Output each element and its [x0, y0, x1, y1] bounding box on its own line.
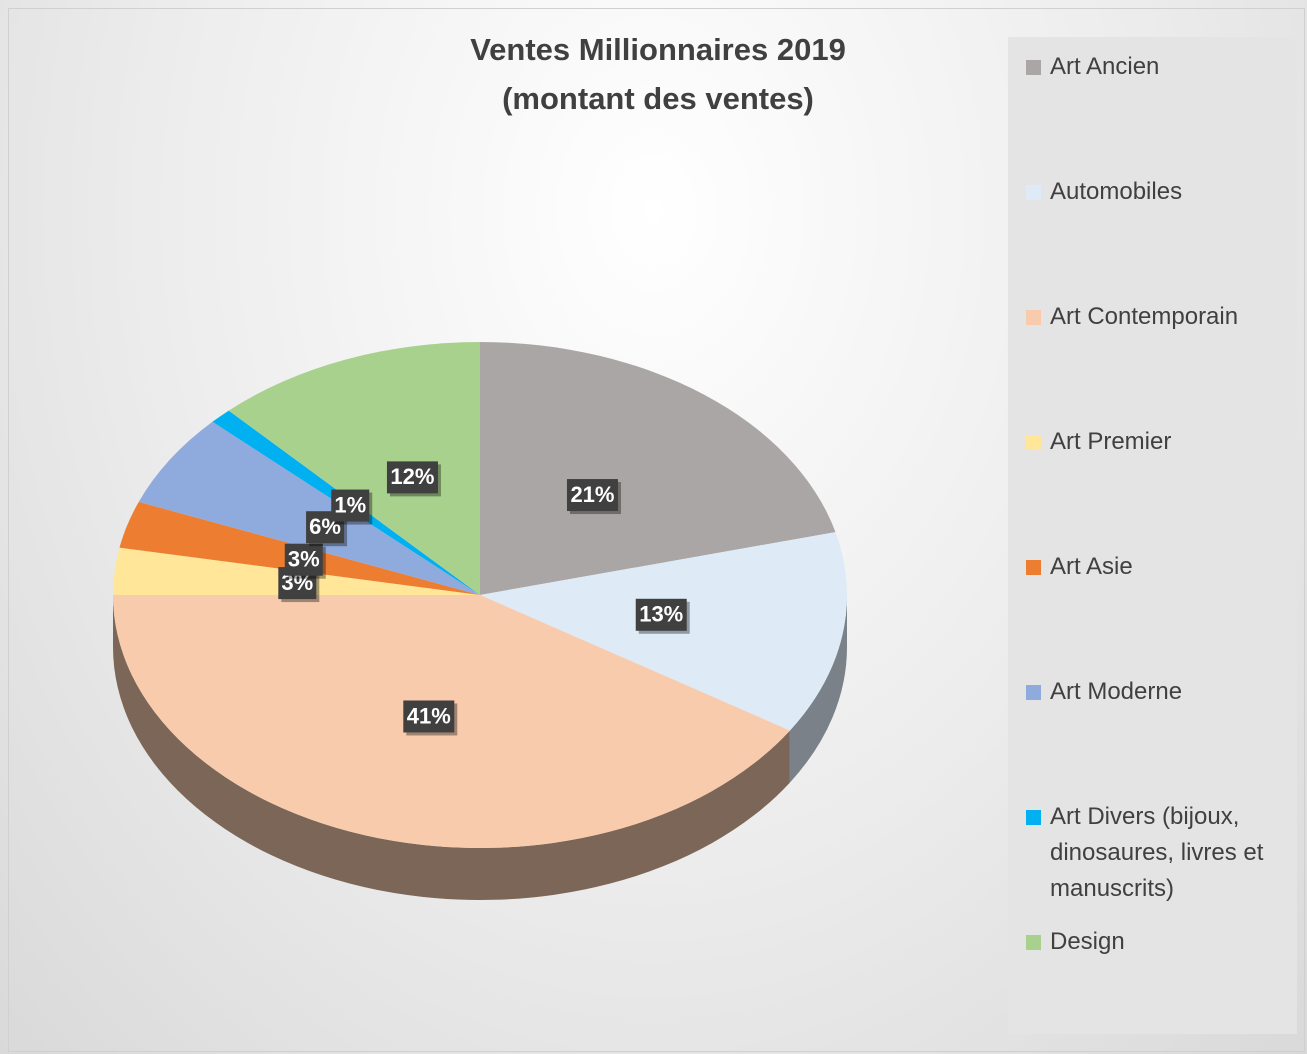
slice-side: [789, 595, 847, 783]
chart-title: (montant des ventes): [502, 81, 814, 116]
legend-item: Art Asie: [1026, 549, 1297, 674]
legend-label: Art Premier: [1050, 428, 1172, 455]
legend-swatch: [1026, 935, 1041, 950]
legend-label: Art Contemporain: [1050, 303, 1239, 330]
legend-swatch: [1026, 435, 1041, 450]
legend-item: Design: [1026, 924, 1297, 1049]
data-label: 41%: [407, 703, 451, 728]
data-label-box: [331, 489, 370, 522]
legend-label: Automobiles: [1050, 178, 1183, 205]
pie-labels: 21%13%41%3%3%6%1%12%: [278, 461, 690, 736]
legend-swatch: [1026, 685, 1041, 700]
legend-item: Art Ancien: [1026, 49, 1297, 174]
legend-label: Art Ancien: [1050, 53, 1160, 80]
legend-label: Art Asie: [1050, 553, 1133, 580]
data-label: 1%: [334, 492, 366, 517]
legend-label: Art Divers (bijoux, dinosaures, livres e…: [1050, 803, 1264, 902]
legend-item: Art Divers (bijoux, dinosaures, livres e…: [1026, 799, 1297, 924]
data-label: 13%: [639, 602, 683, 627]
slice-side: [113, 595, 790, 901]
legend-swatch: [1026, 810, 1041, 825]
legend-label: Art Moderne: [1050, 678, 1183, 705]
pie-sides: [113, 595, 847, 901]
legend-swatch: [1026, 560, 1041, 575]
data-label-box: [566, 479, 618, 512]
chart-frame: [8, 8, 1305, 1052]
legend-item: Art Contemporain: [1026, 299, 1297, 424]
slice: [480, 532, 847, 731]
data-label: 21%: [570, 482, 614, 507]
legend-swatch: [1026, 185, 1041, 200]
legend-swatch: [1026, 60, 1041, 75]
slice: [228, 342, 480, 595]
legend-label: Design: [1050, 928, 1125, 955]
legend-swatch: [1026, 310, 1041, 325]
slice: [138, 421, 480, 595]
legend-item: Art Premier: [1026, 424, 1297, 549]
slice: [480, 342, 836, 595]
chart-title: Ventes Millionnaires 2019: [470, 32, 846, 67]
pie-tops: [113, 342, 847, 849]
data-label-box: [635, 598, 687, 631]
data-label: 12%: [390, 464, 434, 489]
data-label-box: [386, 461, 438, 494]
data-label-box: [403, 700, 455, 733]
legend-item: Art Moderne: [1026, 674, 1297, 799]
legend-item: Automobiles: [1026, 174, 1297, 299]
data-label: 3%: [288, 547, 320, 572]
data-label-box: [284, 543, 323, 576]
legend: Art Ancien Automobiles Art Contemporain Art…: [1008, 37, 1297, 1034]
